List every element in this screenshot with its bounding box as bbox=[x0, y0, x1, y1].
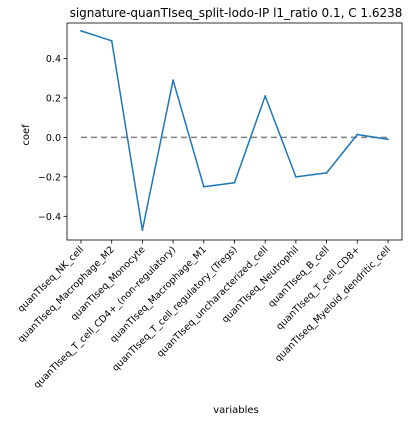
plot-area: −0.4−0.20.00.20.4quanTIseq_NK_cellquanTI… bbox=[16, 22, 403, 391]
x-tick-label: quanTIseq_T_cell_CD4+_(non-regulatory) bbox=[32, 244, 179, 391]
data-point bbox=[172, 79, 175, 82]
x-axis-label: variables bbox=[213, 405, 259, 416]
data-point bbox=[141, 229, 144, 232]
data-point bbox=[264, 95, 267, 97]
y-tick-label: −0.2 bbox=[38, 172, 61, 183]
data-point bbox=[387, 138, 389, 141]
y-tick-label: 0.2 bbox=[46, 93, 61, 104]
data-point bbox=[356, 133, 359, 136]
x-tick-label: quanTIseq_Myeloid_dendritic_cell bbox=[273, 244, 393, 364]
data-point bbox=[295, 175, 297, 178]
data-point bbox=[110, 39, 113, 42]
data-point bbox=[80, 29, 82, 32]
y-tick-label: −0.4 bbox=[38, 212, 61, 223]
x-tick-label: quanTIseq_uncharacterized_cell bbox=[155, 244, 270, 359]
y-tick-label: 0.4 bbox=[46, 54, 61, 65]
data-point bbox=[325, 172, 328, 174]
series-line bbox=[80, 30, 389, 231]
y-tick-label: 0.0 bbox=[46, 133, 61, 144]
y-axis-label: coef bbox=[21, 124, 32, 146]
data-point bbox=[202, 185, 205, 188]
data-point bbox=[233, 181, 236, 184]
plot-frame bbox=[66, 22, 403, 241]
chart-title: signature-quanTIseq_split-lodo-IP l1_rat… bbox=[70, 6, 403, 20]
